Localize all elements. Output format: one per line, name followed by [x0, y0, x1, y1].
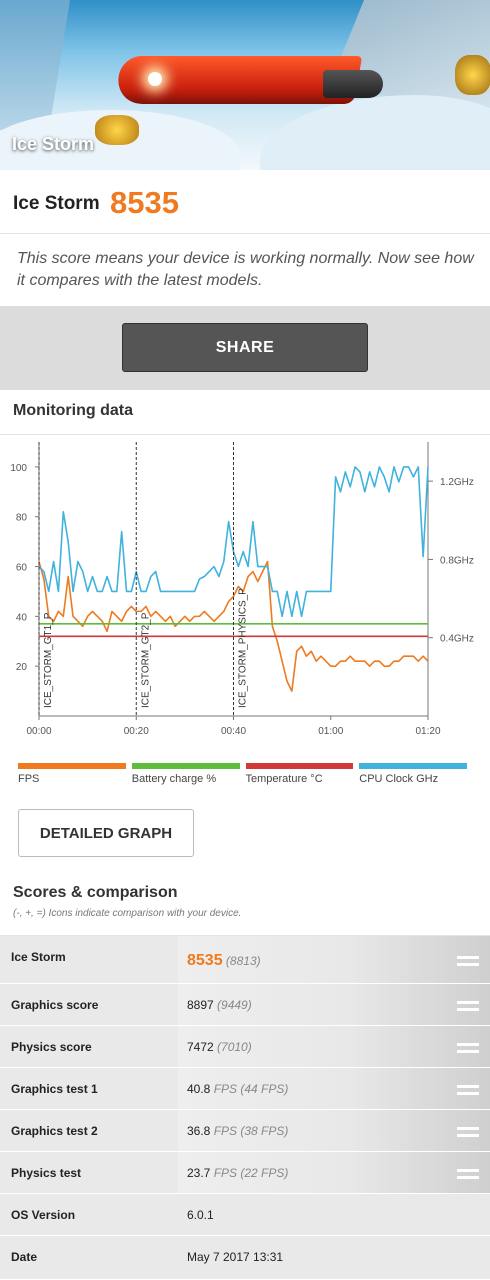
table-row[interactable]: Date May 7 2017 13:31 — [0, 1236, 490, 1280]
spaceship-illustration — [113, 44, 388, 116]
row-comparison: (44 FPS) — [237, 1082, 289, 1096]
scores-title: Scores & comparison — [13, 884, 178, 901]
series-line — [38, 466, 429, 618]
row-value: 6.0.1 — [187, 1208, 214, 1222]
row-value-main: 8535 — [187, 952, 223, 969]
row-label: Physics score — [11, 1040, 92, 1054]
scores-subtitle: (-, +, =) Icons indicate comparison with… — [13, 908, 242, 919]
row-label: Graphics test 2 — [11, 1124, 98, 1138]
row-value: 7472 (7010) — [187, 1040, 252, 1054]
x-tick-label: 00:20 — [124, 726, 149, 737]
share-area: SHARE — [0, 306, 490, 390]
y-tick-label-left: 20 — [16, 662, 28, 673]
table-row[interactable]: Physics score 7472 (7010) — [0, 1026, 490, 1068]
table-row[interactable]: Graphics test 1 40.8 FPS (44 FPS) — [0, 1068, 490, 1110]
monitoring-chart: 20 40 60 80 100 0.4GHz 0.8GHz 1.2GHz 00:00 00:20 0… — [10, 442, 474, 737]
table-row[interactable]: Graphics test 2 36.8 FPS (38 FPS) — [0, 1110, 490, 1152]
legend-label: CPU Clock GHz — [359, 773, 439, 785]
monitoring-section: Monitoring data 20 40 60 80 100 0.4GHz 0.8GHz 1… — [0, 390, 490, 935]
legend-item: CPU Clock GHz — [359, 763, 467, 787]
equal-icon — [457, 1167, 479, 1181]
y-tick-label-left: 60 — [16, 563, 28, 574]
row-value-main: 23.7 — [187, 1166, 211, 1180]
marker-label: ICE_STORM_PHYSICS_P — [238, 588, 249, 708]
equal-icon — [457, 999, 479, 1013]
row-label: Graphics test 1 — [11, 1082, 98, 1096]
chart-legend: FPS Battery charge % Temperature °C CPU Clo… — [18, 763, 473, 787]
row-comparison: (8813) — [222, 954, 261, 968]
row-value-main: 6.0.1 — [187, 1208, 214, 1222]
score-value: 8535 — [110, 185, 179, 220]
row-value: 23.7 FPS (22 FPS) — [187, 1166, 288, 1180]
equal-icon — [457, 954, 479, 968]
row-value-main: May 7 2017 13:31 — [187, 1250, 284, 1264]
row-comparison: (7010) — [213, 1040, 252, 1054]
y-tick-label-right: 1.2GHz — [440, 477, 474, 488]
row-comparison: (22 FPS) — [237, 1166, 289, 1180]
monitoring-title: Monitoring data — [13, 402, 133, 419]
equal-icon — [457, 1125, 479, 1139]
x-tick-label: 01:20 — [415, 726, 440, 737]
series-line — [38, 560, 429, 692]
legend-item: Battery charge % — [131, 763, 240, 787]
row-label: Graphics score — [11, 998, 99, 1012]
row-comparison: (38 FPS) — [237, 1124, 289, 1138]
row-label: Physics test — [11, 1166, 82, 1180]
x-tick-label: 01:00 — [318, 726, 343, 737]
x-tick-label: 00:40 — [221, 726, 246, 737]
table-row[interactable]: OS Version 6.0.1 — [0, 1194, 490, 1236]
row-label: Date — [11, 1250, 38, 1264]
table-row[interactable]: Physics test 23.7 FPS (22 FPS) — [0, 1152, 490, 1194]
row-unit: FPS — [210, 1124, 238, 1138]
row-label: OS Version — [11, 1208, 76, 1222]
marker-label: ICE_STORM_GT1_P — [43, 612, 54, 708]
legend-swatch — [359, 763, 467, 769]
row-label: Ice Storm — [11, 950, 66, 964]
row-value-main: 8897 — [187, 998, 214, 1012]
legend-swatch — [18, 763, 126, 769]
y-tick-label-left: 40 — [16, 612, 28, 623]
row-value: 8535 (8813) — [187, 952, 261, 970]
banner-title: Ice Storm — [12, 134, 95, 154]
row-value: 8897 (9449) — [187, 998, 252, 1012]
score-description: This score means your device is working … — [17, 250, 474, 289]
table-row[interactable]: Ice Storm 8535 (8813) — [0, 936, 490, 984]
row-unit: FPS — [210, 1166, 238, 1180]
row-value: 36.8 FPS (38 FPS) — [187, 1124, 288, 1138]
row-value: 40.8 FPS (44 FPS) — [187, 1082, 288, 1096]
y-tick-label-left: 80 — [16, 513, 28, 524]
score-card: Ice Storm 8535 This score means your dev… — [0, 170, 490, 306]
legend-item: Temperature °C — [245, 763, 354, 787]
row-value-main: 7472 — [187, 1040, 214, 1054]
y-tick-label-right: 0.8GHz — [440, 555, 474, 566]
score-name: Ice Storm — [13, 193, 100, 214]
legend-swatch — [245, 763, 354, 769]
legend-label: Battery charge % — [131, 773, 217, 785]
y-tick-label-right: 0.4GHz — [440, 634, 474, 645]
x-tick-label: 00:00 — [26, 726, 51, 737]
marker-label: ICE_STORM_GT2_P — [140, 612, 151, 708]
ice-storm-banner-image: Ice Storm — [0, 0, 490, 170]
legend-label: Temperature °C — [245, 773, 323, 785]
row-value: May 7 2017 13:31 — [187, 1250, 283, 1264]
y-tick-label-left: 100 — [10, 463, 27, 474]
row-unit: FPS — [210, 1082, 238, 1096]
row-comparison: (9449) — [213, 998, 252, 1012]
legend-swatch — [131, 763, 240, 769]
legend-label: FPS — [18, 773, 40, 785]
detailed-graph-button[interactable]: DETAILED GRAPH — [18, 809, 194, 857]
equal-icon — [457, 1083, 479, 1097]
equal-icon — [457, 1041, 479, 1055]
table-row[interactable]: Graphics score 8897 (9449) — [0, 984, 490, 1026]
row-value-main: 36.8 — [187, 1124, 211, 1138]
row-value-main: 40.8 — [187, 1082, 211, 1096]
share-button[interactable]: SHARE — [122, 323, 368, 372]
legend-item: FPS — [18, 763, 126, 787]
